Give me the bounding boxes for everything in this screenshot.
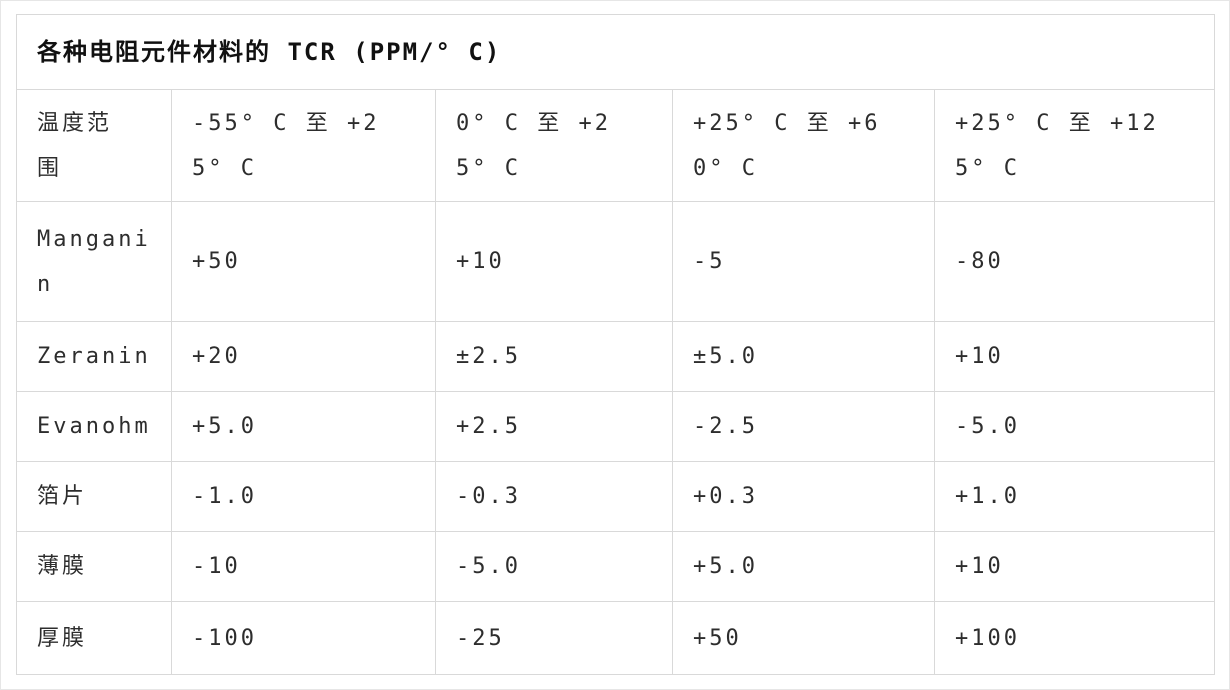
- value-cell: +1.0: [933, 461, 1216, 532]
- header-range-2: 0° C 至 +2 5° C: [435, 89, 673, 202]
- tcr-table: 各种电阻元件材料的 TCR (PPM/° C) 温度范 围 -55° C 至 +…: [15, 14, 1216, 675]
- table-header-row: 温度范 围 -55° C 至 +2 5° C 0° C 至 +2 5° C +2…: [16, 89, 1216, 202]
- table-row-evanohm: Evanohm +5.0 +2.5 -2.5 -5.0: [16, 391, 1216, 462]
- value-cell: -5.0: [435, 531, 673, 602]
- value-cell: +10: [435, 201, 673, 322]
- header-temp-range-label: 温度范 围: [16, 89, 172, 202]
- value-cell: -25: [435, 601, 673, 675]
- value-cell: +50: [672, 601, 935, 675]
- table-title: 各种电阻元件材料的 TCR (PPM/° C): [15, 14, 1216, 90]
- value-cell: +5.0: [171, 391, 436, 462]
- header-range-1: -55° C 至 +2 5° C: [171, 89, 436, 202]
- value-cell: -1.0: [171, 461, 436, 532]
- value-cell: ±5.0: [672, 321, 935, 392]
- value-cell: +5.0: [672, 531, 935, 602]
- value-cell: -2.5: [672, 391, 935, 462]
- value-cell: -5: [672, 201, 935, 322]
- material-cell: 薄膜: [16, 531, 172, 602]
- material-cell: 箔片: [16, 461, 172, 532]
- value-cell: -5.0: [933, 391, 1216, 462]
- value-cell: -10: [171, 531, 436, 602]
- material-cell: Mangani n: [16, 201, 172, 322]
- table-row-thin-film: 薄膜 -10 -5.0 +5.0 +10: [16, 531, 1216, 602]
- table-row-thick-film: 厚膜 -100 -25 +50 +100: [16, 601, 1216, 675]
- material-cell: Zeranin: [16, 321, 172, 392]
- table-row-zeranin: Zeranin +20 ±2.5 ±5.0 +10: [16, 321, 1216, 392]
- header-range-3: +25° C 至 +6 0° C: [672, 89, 935, 202]
- value-cell: -100: [171, 601, 436, 675]
- table-title-row: 各种电阻元件材料的 TCR (PPM/° C): [15, 14, 1216, 90]
- value-cell: -80: [933, 201, 1216, 322]
- table-row-foil: 箔片 -1.0 -0.3 +0.3 +1.0: [16, 461, 1216, 532]
- value-cell: ±2.5: [435, 321, 673, 392]
- value-cell: +10: [933, 531, 1216, 602]
- table-row-manganin: Mangani n +50 +10 -5 -80: [16, 201, 1216, 322]
- value-cell: +100: [933, 601, 1216, 675]
- material-cell: 厚膜: [16, 601, 172, 675]
- value-cell: -0.3: [435, 461, 673, 532]
- value-cell: +2.5: [435, 391, 673, 462]
- value-cell: +20: [171, 321, 436, 392]
- material-cell: Evanohm: [16, 391, 172, 462]
- value-cell: +10: [933, 321, 1216, 392]
- value-cell: +0.3: [672, 461, 935, 532]
- value-cell: +50: [171, 201, 436, 322]
- header-range-4: +25° C 至 +12 5° C: [933, 89, 1216, 202]
